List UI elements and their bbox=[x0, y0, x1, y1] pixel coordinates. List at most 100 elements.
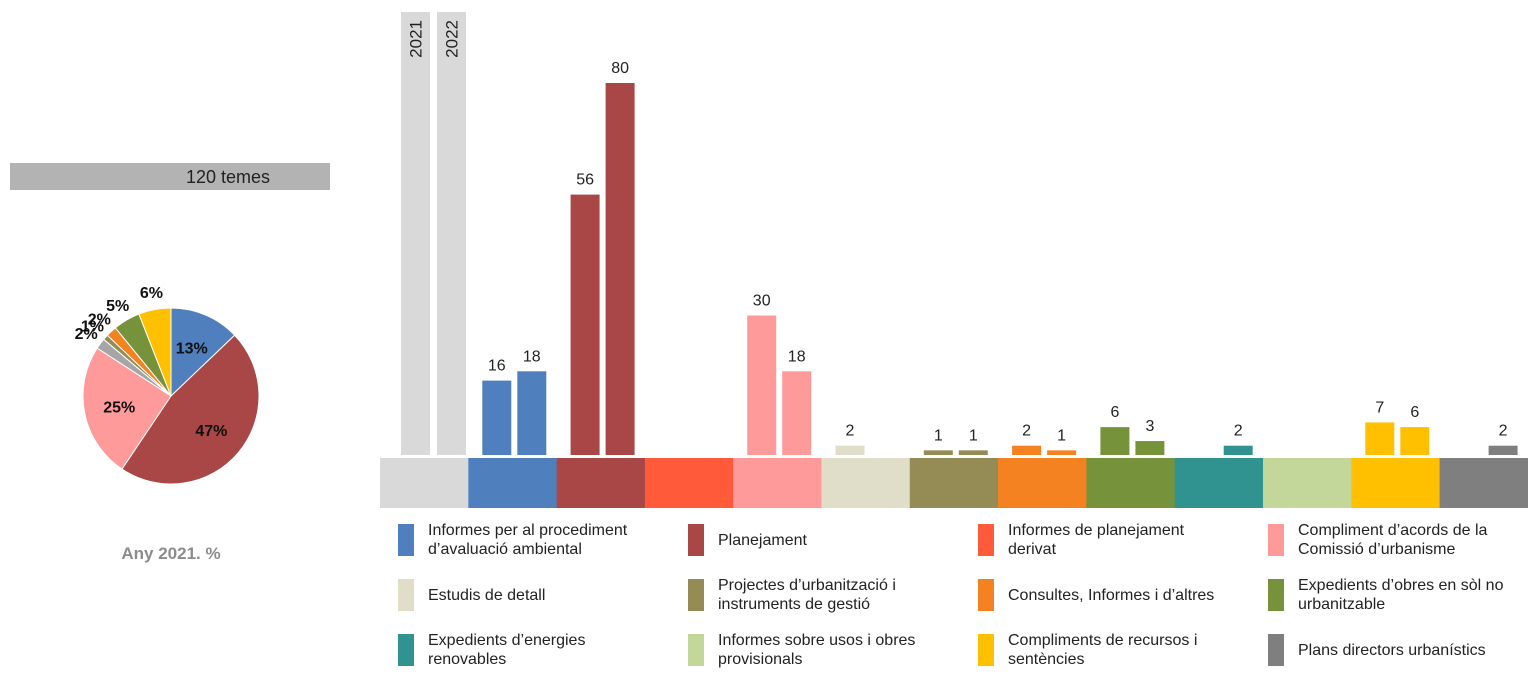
bar bbox=[835, 445, 865, 455]
pie-label: 5% bbox=[106, 298, 129, 315]
pie-title: 120 temes bbox=[186, 167, 270, 187]
pie-label: 47% bbox=[195, 423, 227, 440]
category-band bbox=[468, 458, 558, 508]
legend-swatch bbox=[398, 524, 414, 556]
category-band bbox=[1263, 458, 1352, 508]
legend-item: Informes de planejament derivat bbox=[978, 515, 1248, 565]
legend-swatch bbox=[978, 634, 994, 666]
value-label: 1 bbox=[969, 427, 978, 444]
pie-label: 2% bbox=[75, 326, 98, 343]
legend-label: Projectes d’urbanització i instruments d… bbox=[718, 577, 896, 613]
bar bbox=[570, 194, 600, 455]
bar bbox=[605, 83, 635, 455]
legend-label: Estudis de detall bbox=[428, 586, 546, 604]
category-band bbox=[1086, 458, 1176, 508]
value-label: 18 bbox=[523, 348, 541, 365]
legend-swatch bbox=[688, 634, 704, 666]
pie-label: 2% bbox=[88, 311, 111, 328]
legend-label: Compliments de recursos i sentències bbox=[1008, 632, 1198, 668]
pie-label: 13% bbox=[176, 340, 208, 357]
bar bbox=[958, 450, 988, 455]
legend-label: Informes sobre usos i obres provisionals bbox=[718, 632, 916, 668]
legend-item: Plans directors urbanístics bbox=[1268, 625, 1528, 675]
series-legend-bar bbox=[401, 12, 430, 455]
legend-label: Compliment d’acords de la Comissió d’urb… bbox=[1298, 522, 1488, 558]
value-label: 1 bbox=[1057, 427, 1066, 444]
series-band bbox=[380, 458, 469, 508]
pie-slice bbox=[121, 334, 260, 485]
bar bbox=[1488, 445, 1518, 455]
value-label: 6 bbox=[1110, 404, 1119, 421]
category-band bbox=[909, 458, 999, 508]
bar bbox=[1012, 445, 1042, 455]
legend-swatch bbox=[688, 524, 704, 556]
bar bbox=[1223, 445, 1253, 455]
bar bbox=[1047, 450, 1077, 455]
category-band bbox=[556, 458, 646, 508]
bar bbox=[1135, 441, 1165, 455]
value-label: 1 bbox=[934, 427, 943, 444]
value-label: 7 bbox=[1375, 399, 1384, 416]
legend-item: Informes sobre usos i obres provisionals bbox=[688, 625, 958, 675]
legend-swatch bbox=[688, 579, 704, 611]
legend-swatch bbox=[398, 634, 414, 666]
bar bbox=[923, 450, 953, 455]
value-label: 3 bbox=[1145, 418, 1154, 435]
legend-item: Informes per al procediment d’avaluació … bbox=[398, 515, 668, 565]
value-label: 18 bbox=[788, 348, 806, 365]
legend-swatch bbox=[1268, 579, 1284, 611]
bar bbox=[782, 371, 812, 455]
legend-item: Expedients d’energies renovables bbox=[398, 625, 668, 675]
legend-label: Informes per al procediment d’avaluació … bbox=[428, 522, 628, 558]
pie-title-bar bbox=[10, 163, 330, 190]
series-legend-label: 2021 bbox=[407, 20, 426, 58]
legend-label: Consultes, Informes i d’altres bbox=[1008, 586, 1215, 604]
legend-swatch bbox=[1268, 524, 1284, 556]
value-label: 6 bbox=[1410, 404, 1419, 421]
pie-slice bbox=[82, 347, 172, 470]
pie-subtitle: Any 2021. % bbox=[121, 544, 220, 563]
pie-slice bbox=[138, 307, 172, 397]
value-label: 2 bbox=[1499, 423, 1508, 440]
category-band bbox=[998, 458, 1087, 508]
value-label: 2 bbox=[1234, 423, 1243, 440]
bar bbox=[1100, 427, 1130, 455]
legend-item: Projectes d’urbanització i instruments d… bbox=[688, 570, 958, 620]
legend-label: Planejament bbox=[718, 531, 807, 549]
category-band bbox=[821, 458, 911, 508]
category-band bbox=[1439, 458, 1528, 508]
legend-label: Informes de planejament derivat bbox=[1008, 522, 1185, 558]
category-band bbox=[644, 458, 734, 508]
value-label: 30 bbox=[753, 293, 771, 310]
legend-item: Expedients d’obres en sòl no urbanitzabl… bbox=[1268, 570, 1528, 620]
legend-label: Expedients d’obres en sòl no urbanitzabl… bbox=[1298, 577, 1504, 613]
value-label: 56 bbox=[576, 172, 594, 189]
bar bbox=[1365, 422, 1395, 455]
pie-label: 1% bbox=[81, 319, 104, 336]
pie-label: 6% bbox=[140, 285, 163, 302]
legend-item: Compliments de recursos i sentències bbox=[978, 625, 1248, 675]
legend-label: Plans directors urbanístics bbox=[1298, 641, 1486, 659]
legend-item: Planejament bbox=[688, 515, 958, 565]
bar bbox=[747, 315, 777, 455]
legend-swatch bbox=[978, 579, 994, 611]
value-label: 80 bbox=[611, 60, 629, 77]
value-label: 16 bbox=[488, 358, 506, 375]
bar bbox=[517, 371, 547, 455]
legend-label: Expedients d’energies renovables bbox=[428, 632, 586, 668]
category-band bbox=[733, 458, 822, 508]
legend-swatch bbox=[1268, 634, 1284, 666]
series-legend-bar bbox=[437, 12, 466, 455]
bar bbox=[482, 380, 512, 455]
legend-item: Consultes, Informes i d’altres bbox=[978, 570, 1248, 620]
category-band bbox=[1351, 458, 1441, 508]
series-legend-label: 2022 bbox=[443, 20, 462, 58]
value-label: 2 bbox=[1022, 423, 1031, 440]
legend-item: Estudis de detall bbox=[398, 570, 668, 620]
category-band bbox=[1174, 458, 1264, 508]
legend-item: Compliment d’acords de la Comissió d’urb… bbox=[1268, 515, 1528, 565]
value-label: 2 bbox=[846, 423, 855, 440]
legend-swatch bbox=[398, 579, 414, 611]
